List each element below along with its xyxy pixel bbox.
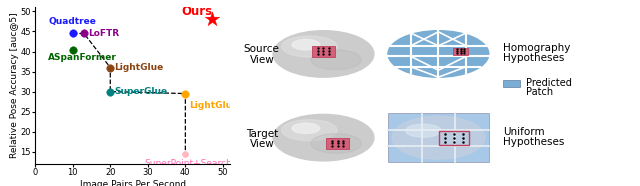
Text: SuperPoint+Search: SuperPoint+Search — [144, 159, 232, 168]
Text: Quadtree: Quadtree — [49, 17, 96, 26]
Text: Hypotheses: Hypotheses — [503, 137, 564, 147]
Text: SuperGlue: SuperGlue — [114, 87, 167, 96]
Point — [68, 32, 78, 35]
Text: LightGlue*: LightGlue* — [189, 101, 243, 110]
Text: Target: Target — [246, 129, 278, 139]
Bar — [503, 80, 520, 87]
Text: Predicted: Predicted — [526, 78, 572, 88]
Point — [79, 32, 89, 35]
Circle shape — [273, 31, 374, 77]
Text: LightGlue: LightGlue — [114, 63, 163, 72]
Text: Uniform: Uniform — [503, 127, 545, 137]
Text: Ours: Ours — [182, 5, 212, 18]
Circle shape — [392, 116, 484, 159]
Bar — [388, 113, 489, 162]
Point — [207, 18, 217, 21]
Text: Hypotheses: Hypotheses — [503, 53, 564, 63]
X-axis label: Image Pairs Per Second: Image Pairs Per Second — [80, 180, 186, 186]
Ellipse shape — [292, 123, 320, 134]
Bar — [312, 46, 335, 57]
Point — [105, 66, 115, 69]
Point — [105, 90, 115, 93]
Ellipse shape — [282, 120, 337, 141]
Bar — [326, 138, 349, 149]
Text: Homography: Homography — [503, 43, 570, 53]
Ellipse shape — [292, 39, 320, 50]
Point — [68, 48, 78, 51]
Y-axis label: Relative Pose Accuracy [auc@5]: Relative Pose Accuracy [auc@5] — [10, 13, 19, 158]
Bar — [439, 131, 469, 145]
Text: LoFTR: LoFTR — [88, 29, 119, 38]
Text: Source: Source — [244, 44, 280, 54]
Ellipse shape — [406, 124, 441, 137]
Bar — [453, 48, 468, 55]
Circle shape — [273, 114, 374, 161]
Point — [180, 92, 191, 95]
Text: ASpanFormer: ASpanFormer — [49, 53, 117, 62]
Text: View: View — [250, 139, 274, 149]
Ellipse shape — [311, 134, 362, 153]
Circle shape — [388, 31, 489, 77]
Ellipse shape — [311, 50, 362, 70]
Text: View: View — [250, 54, 274, 65]
Point — [180, 152, 191, 155]
Text: Patch: Patch — [526, 86, 554, 97]
Ellipse shape — [282, 36, 337, 57]
